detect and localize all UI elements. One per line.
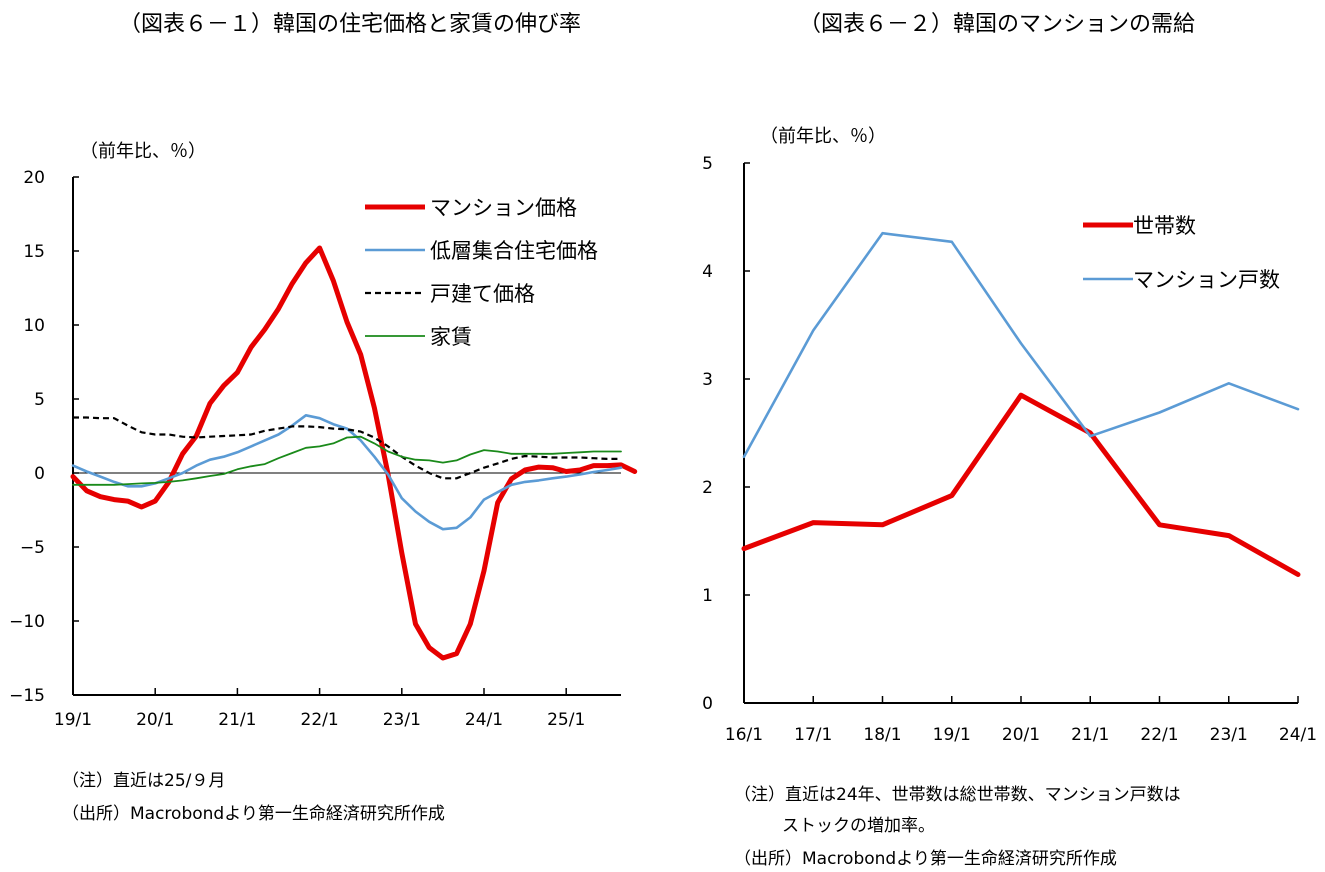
note-text: （注）直近は25/９月 [62, 771, 225, 791]
chart-supply-demand: （図表６－２）韓国のマンションの需給 （前年比、％） 0 1 2 3 4 5 16/1 17/… [702, 12, 1317, 869]
chart-title: （図表６－１）韓国の住宅価格と家賃の伸び率 [119, 12, 581, 37]
x-tick-label: 25/1 [547, 710, 585, 730]
x-tick-label: 20/1 [1002, 725, 1040, 745]
x-tick-label: 20/1 [136, 710, 174, 730]
y-axis-label: （前年比、％） [80, 141, 206, 162]
series-line-2 [71, 413, 623, 531]
y-tick-label: 15 [23, 242, 45, 262]
y-tick-label: 10 [23, 316, 45, 336]
source-text: （出所）Macrobondより第一生命経済研究所作成 [734, 849, 1117, 869]
y-tick-label: 3 [702, 370, 713, 390]
x-tick-label: 23/1 [1210, 725, 1248, 745]
note-text-continued: ストックの増加率。 [782, 816, 935, 836]
y-tick-label: 5 [702, 154, 713, 174]
chart-housing-prices: （図表６－１）韓国の住宅価格と家賃の伸び率 （前年比、％） 20 15 10 5 0 −5… [9, 12, 638, 824]
axes: 0 1 2 3 4 5 16/1 17/1 18/1 19/1 20/1 21/1 22/1 23/1 24… [702, 154, 1317, 745]
series-lines [741, 231, 1301, 577]
x-tick-label: 24/1 [1279, 725, 1317, 745]
y-tick-label: 5 [34, 390, 45, 410]
series-line-3 [73, 416, 621, 480]
y-tick-label: 1 [702, 586, 713, 606]
axes: 20 15 10 5 0 −5 −10 −15 19/1 20/1 21/1 22/1 23/1 24/1… [9, 168, 621, 730]
x-tick-label: 16/1 [725, 725, 763, 745]
legend-label: 戸建て価格 [430, 282, 535, 306]
series-line-1 [741, 392, 1301, 577]
legend-label: 家賃 [430, 325, 472, 349]
x-tick-label: 21/1 [218, 710, 256, 730]
series-line-2 [742, 231, 1300, 459]
x-tick-label: 24/1 [465, 710, 503, 730]
y-tick-label: 0 [34, 464, 45, 484]
note-text: （注）直近は24年、世帯数は総世帯数、マンション戸数は [734, 785, 1181, 805]
x-tick-label: 17/1 [794, 725, 832, 745]
y-tick-label: −5 [20, 538, 45, 558]
series-line-1 [70, 245, 638, 661]
x-tick-label: 18/1 [863, 725, 901, 745]
x-tick-label: 19/1 [54, 710, 92, 730]
chart-title: （図表６－２）韓国のマンションの需給 [799, 12, 1195, 37]
source-text: （出所）Macrobondより第一生命経済研究所作成 [62, 804, 445, 824]
series-lines [70, 245, 638, 661]
y-tick-label: 0 [702, 694, 713, 714]
x-tick-label: 22/1 [301, 710, 339, 730]
x-tick-label: 21/1 [1071, 725, 1109, 745]
legend-label: 世帯数 [1133, 214, 1196, 238]
y-tick-label: −15 [9, 686, 45, 706]
y-tick-label: 4 [702, 262, 713, 282]
legend-label: マンション価格 [430, 196, 577, 220]
legend-label: マンション戸数 [1133, 268, 1280, 292]
x-tick-label: 23/1 [383, 710, 421, 730]
y-tick-label: 20 [23, 168, 45, 188]
y-tick-label: −10 [9, 612, 45, 632]
y-tick-label: 2 [702, 478, 713, 498]
legend-label: 低層集合住宅価格 [430, 239, 598, 263]
x-tick-label: 19/1 [933, 725, 971, 745]
series-line-4 [72, 435, 622, 486]
x-tick-label: 22/1 [1140, 725, 1178, 745]
y-axis-label: （前年比、％） [760, 126, 886, 147]
